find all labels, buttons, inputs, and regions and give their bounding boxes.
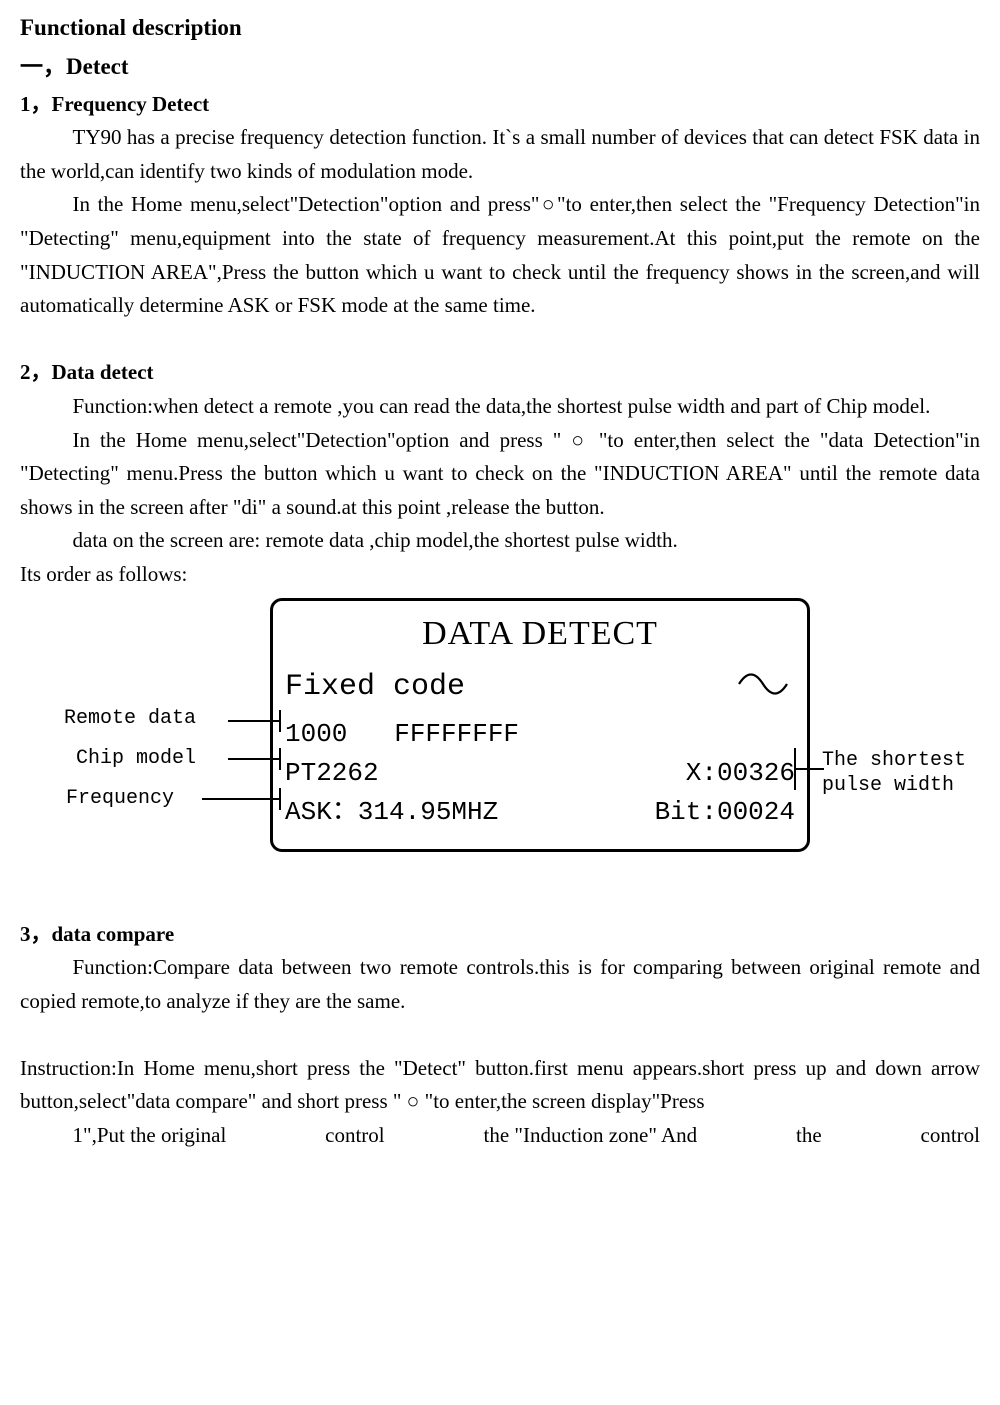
freq-detect-p1: TY90 has a precise frequency detection f… [20,121,980,188]
data-compare-p2: Instruction:In Home menu,short press the… [20,1052,980,1119]
device-subtitle: Fixed code [285,663,465,711]
leader-line [794,748,796,790]
freq-detect-p2: In the Home menu,select"Detection"option… [20,188,980,322]
device-title: DATA DETECT [285,607,795,661]
device-frequency: ASK：314.95MHZ [285,793,498,832]
device-screen: DATA DETECT Fixed code 1000 FFFFFFFF PT2… [270,598,810,852]
page: Functional description 一，Detect 1，Freque… [0,0,1000,1173]
device-remote-data: 1000 FFFFFFFF [285,715,519,754]
label-shortest-pulse-width: The shortest pulse width [822,748,966,798]
data-detect-p2: In the Home menu,select"Detection"option… [20,424,980,525]
spacer [20,858,980,918]
leader-line [202,798,280,800]
p3-frag-4: the [796,1119,822,1153]
p3-frag-5: control [921,1119,980,1153]
label-remote-data: Remote data [64,706,196,731]
leader-line [279,748,281,770]
device-row-freq: ASK：314.95MHZ Bit:00024 [285,793,795,832]
subheading-frequency-detect: 1，Frequency Detect [20,88,980,122]
data-compare-p3: 1",Put the original control the "Inducti… [20,1119,980,1153]
data-detect-p1: Function:when detect a remote ,you can r… [20,390,980,424]
spacer [20,323,980,357]
label-frequency: Frequency [66,786,174,811]
subheading-data-detect: 2，Data detect [20,356,980,390]
leader-line [228,758,280,760]
p3-frag-2: control [325,1119,384,1153]
leader-line [794,768,824,770]
data-detect-diagram: DATA DETECT Fixed code 1000 FFFFFFFF PT2… [70,598,930,858]
wave-icon [737,671,795,703]
data-detect-p3: data on the screen are: remote data ,chi… [20,524,980,558]
device-chip-model: PT2262 [285,754,379,793]
diagram-container: DATA DETECT Fixed code 1000 FFFFFFFF PT2… [20,598,980,858]
p3-frag-3: the "Induction zone" And [483,1119,697,1153]
p3-frag-1: 1",Put the original [20,1119,226,1153]
device-bit-value: Bit:00024 [655,793,795,832]
data-detect-p4: Its order as follows: [20,558,980,592]
leader-line [228,720,280,722]
spacer [20,1018,980,1052]
subheading-data-compare: 3，data compare [20,918,980,952]
leader-line [279,710,281,732]
section-heading-detect: 一，Detect [20,49,980,86]
doc-title: Functional description [20,10,980,47]
device-row-chip: PT2262 X:00326 [285,754,795,793]
leader-line [279,788,281,810]
device-x-value: X:00326 [686,754,795,793]
device-subtitle-row: Fixed code [285,663,795,711]
data-compare-p1: Function:Compare data between two remote… [20,951,980,1018]
label-chip-model: Chip model [76,746,196,771]
device-row-remote: 1000 FFFFFFFF [285,715,795,754]
